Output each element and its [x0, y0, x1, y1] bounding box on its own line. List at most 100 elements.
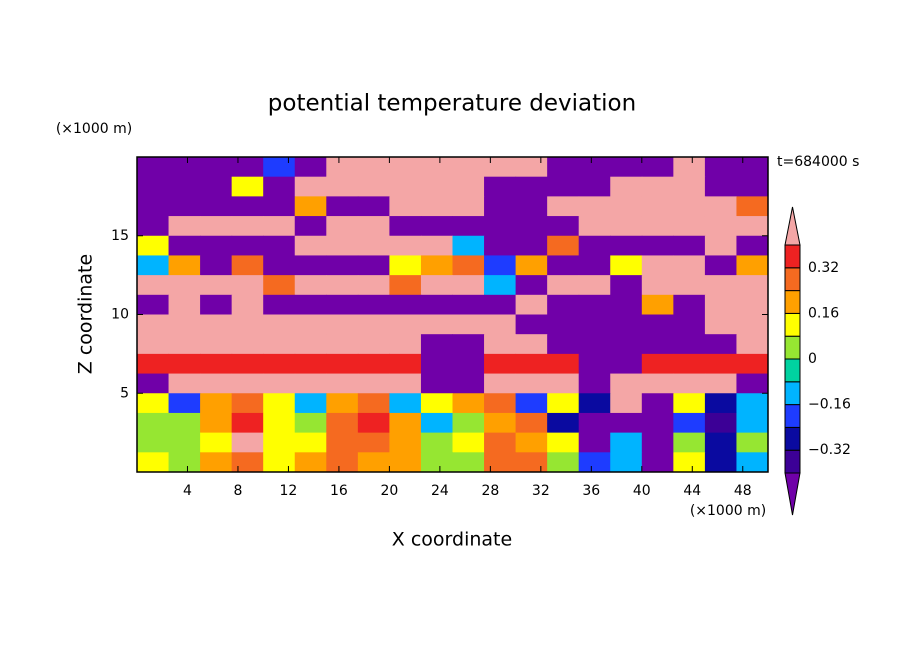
- contour-cell: [326, 314, 359, 335]
- x-unit: (×1000 m): [690, 503, 766, 519]
- contour-cell: [389, 334, 422, 355]
- contour-cell: [704, 432, 737, 453]
- contour-cell: [389, 432, 422, 453]
- contour-cell: [515, 157, 548, 178]
- contour-cell: [263, 196, 296, 217]
- contour-cell: [420, 353, 453, 375]
- contour-cell: [484, 255, 517, 276]
- colorbar-label: 0: [808, 351, 817, 367]
- contour-cell: [420, 275, 453, 296]
- contour-cell: [168, 294, 201, 315]
- contour-cell: [578, 157, 611, 178]
- contour-cell: [673, 393, 706, 414]
- contour-cell: [673, 255, 706, 276]
- contour-cell: [420, 255, 453, 276]
- contour-cell: [484, 196, 517, 217]
- contour-cell: [452, 393, 485, 414]
- contour-cell: [484, 314, 517, 335]
- contour-cell: [200, 275, 233, 296]
- contour-cell: [420, 373, 453, 394]
- colorbar-box: [784, 244, 801, 269]
- contour-cell: [168, 275, 201, 296]
- y-tick-label: 10: [111, 307, 129, 323]
- contour-cell: [578, 334, 611, 355]
- contour-cell: [673, 157, 706, 178]
- contour-cell: [610, 353, 643, 375]
- contour-cell: [704, 353, 737, 375]
- contour-cell: [610, 432, 643, 453]
- contour-cell: [452, 334, 485, 355]
- contour-cell: [326, 393, 359, 414]
- contour-cell: [452, 176, 485, 197]
- colorbar-box: [784, 404, 801, 428]
- contour-cell: [200, 255, 233, 276]
- contour-cell: [484, 334, 517, 355]
- contour-cell: [420, 452, 453, 473]
- colorbar-label: −0.16: [808, 397, 851, 413]
- contour-cell: [231, 412, 264, 434]
- colorbar-triangle: [784, 472, 801, 516]
- contour-cell: [515, 235, 548, 256]
- contour-cell: [515, 373, 548, 394]
- contour-cell: [515, 216, 548, 237]
- contour-cell: [168, 235, 201, 256]
- contour-cell: [547, 334, 580, 355]
- contour-cell: [294, 353, 327, 375]
- contour-cell: [231, 373, 264, 394]
- contour-cell: [263, 353, 296, 375]
- contour-cell: [326, 412, 359, 434]
- contour-cell: [231, 393, 264, 414]
- time-annotation: t=684000 s: [777, 154, 859, 170]
- contour-cell: [294, 334, 327, 355]
- contour-cell: [673, 373, 706, 394]
- x-tick-label: 44: [683, 483, 701, 499]
- contour-cell: [610, 216, 643, 237]
- contour-cell: [168, 373, 201, 394]
- contour-cell: [137, 314, 170, 335]
- contour-cell: [294, 294, 327, 315]
- contour-cell: [389, 314, 422, 335]
- contour-cell: [641, 275, 674, 296]
- contour-cell: [420, 314, 453, 335]
- contour-cell: [200, 334, 233, 355]
- contour-cell: [389, 216, 422, 237]
- contour-cell: [547, 412, 580, 434]
- contour-cell: [263, 275, 296, 296]
- contour-cell: [578, 393, 611, 414]
- contour-cell: [168, 196, 201, 217]
- contour-cell: [515, 176, 548, 197]
- contour-cell: [294, 235, 327, 256]
- contour-cell: [420, 196, 453, 217]
- contour-cell: [168, 452, 201, 473]
- contour-cell: [452, 196, 485, 217]
- contour-cell: [357, 255, 390, 276]
- contour-cell: [231, 334, 264, 355]
- contour-cell: [515, 353, 548, 375]
- contour-cell: [200, 452, 233, 473]
- contour-cell: [200, 216, 233, 237]
- colorbar-box: [784, 358, 801, 383]
- contour-cell: [673, 353, 706, 375]
- contour-cell: [484, 275, 517, 296]
- colorbar-box: [784, 312, 801, 337]
- contour-cell: [578, 412, 611, 434]
- contour-cell: [736, 176, 769, 197]
- contour-cell: [704, 176, 737, 197]
- contour-cell: [326, 452, 359, 473]
- contour-cell: [704, 275, 737, 296]
- contour-cell: [137, 452, 170, 473]
- contour-cell: [357, 275, 390, 296]
- contour-cell: [484, 157, 517, 178]
- contour-cell: [420, 216, 453, 237]
- chart-title: potential temperature deviation: [268, 91, 636, 117]
- contour-cell: [515, 275, 548, 296]
- contour-cell: [673, 275, 706, 296]
- contour-cell: [736, 412, 769, 434]
- contour-cell: [578, 255, 611, 276]
- y-axis-title: Z coordinate: [75, 254, 97, 374]
- colorbar-label: −0.32: [808, 442, 851, 458]
- contour-cell: [294, 432, 327, 453]
- contour-cell: [263, 334, 296, 355]
- contour-cell: [452, 452, 485, 473]
